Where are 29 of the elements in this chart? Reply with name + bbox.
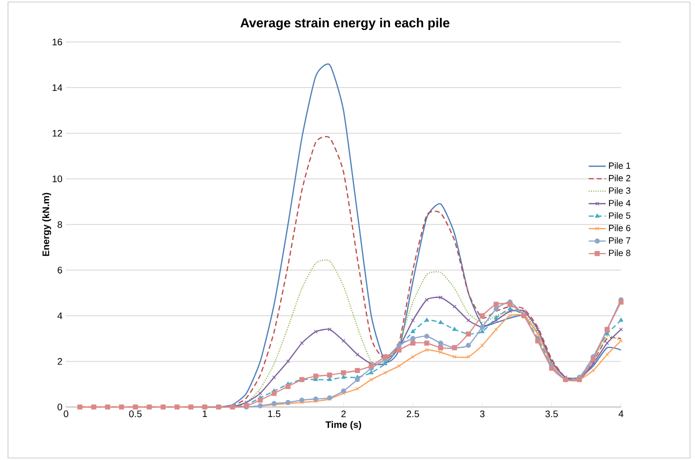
y-tick-label: 4 — [57, 312, 62, 319]
x-tick-label: 3.5 — [545, 410, 558, 418]
legend-label: Pile 5 — [609, 212, 630, 219]
legend-label: Pile 8 — [609, 250, 630, 256]
y-tick-label: 12 — [52, 130, 62, 137]
y-tick-label: 0 — [58, 404, 62, 410]
y-tick-label: 8 — [58, 221, 62, 228]
legend-label: Pile 6 — [609, 224, 630, 232]
legend-label: Pile 2 — [609, 174, 630, 182]
legend-label: Pile 4 — [609, 200, 630, 206]
y-tick-label: 2 — [58, 358, 62, 365]
x-tick-label: 4 — [618, 410, 624, 418]
y-axis-title: Energy (kN.m) — [42, 192, 52, 256]
legend-label: Pile 7 — [609, 237, 630, 244]
x-tick-label: 0.5 — [129, 410, 142, 418]
y-tick-label: 14 — [52, 84, 62, 91]
y-tick-label: 16 — [52, 38, 62, 46]
y-tick-label: 6 — [58, 266, 62, 274]
x-axis-title: Time (s) — [326, 421, 362, 430]
x-tick-label: 1.5 — [268, 410, 280, 418]
x-tick-label: 0 — [64, 410, 68, 418]
x-tick-label: 2 — [341, 410, 346, 418]
chart-title: Average strain energy in each pile — [240, 18, 450, 30]
x-tick-label: 1 — [202, 410, 207, 418]
x-tick-label: 3 — [480, 410, 484, 418]
y-tick-label: 10 — [52, 176, 62, 182]
legend-label: Pile 3 — [609, 187, 630, 194]
legend-label: Pile 1 — [609, 162, 630, 169]
x-tick-label: 2.5 — [406, 410, 420, 418]
